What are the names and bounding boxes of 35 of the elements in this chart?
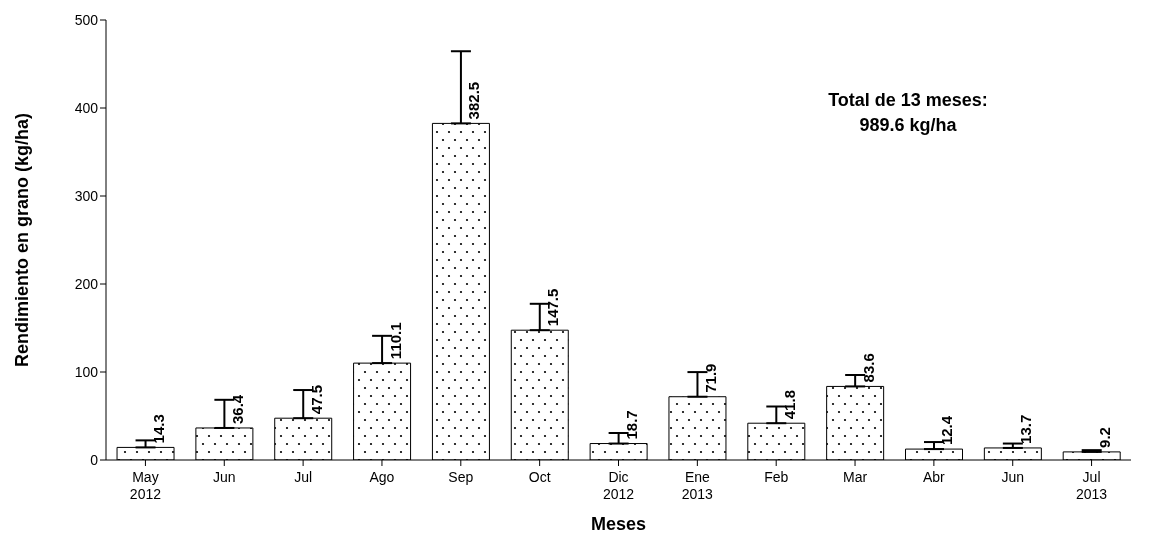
data-label: 110.1 [386, 322, 404, 360]
annotation: Total de 13 meses: 989.6 kg/ha [827, 89, 989, 137]
x-tick-label: Sep [448, 469, 474, 485]
x-tick-label: Jul [294, 469, 313, 485]
y-tick-label: 400 [74, 99, 99, 116]
x-tick-label: Dic 2012 [602, 469, 635, 502]
data-label: 83.6 [859, 353, 877, 383]
x-tick-label: Mar [842, 469, 868, 485]
x-tick-label: Ago [369, 469, 395, 485]
data-label: 47.5 [307, 385, 325, 415]
data-label: 9.2 [1096, 427, 1114, 448]
data-label: 14.3 [150, 414, 168, 444]
y-axis-title: Rendimiento en grano (kg/ha) [12, 112, 33, 368]
data-label: 36.4 [228, 394, 246, 424]
data-label: 71.9 [701, 363, 719, 393]
x-tick-label: May 2012 [129, 469, 162, 502]
x-tick-label: Jun [212, 469, 236, 485]
data-label: 382.5 [465, 81, 483, 120]
x-tick-label: Oct [528, 469, 551, 485]
data-label: 13.7 [1017, 414, 1035, 444]
y-tick-label: 500 [74, 11, 99, 28]
y-tick-label: 300 [74, 187, 99, 204]
y-tick-label: 100 [74, 363, 99, 380]
x-tick-label: Abr [922, 469, 946, 485]
x-tick-label: Jul 2013 [1076, 469, 1108, 502]
y-tick-label: 200 [74, 275, 99, 292]
data-label: 41.8 [780, 390, 798, 420]
data-label: 12.4 [938, 415, 956, 446]
x-axis-title: Meses [590, 514, 647, 534]
data-label: 18.7 [623, 410, 641, 440]
x-tick-label: Ene 2013 [681, 469, 714, 502]
data-label: 147.5 [544, 288, 562, 327]
x-tick-label: Jun [1001, 469, 1025, 485]
x-tick-label: Feb [764, 469, 789, 485]
y-tick-label: 0 [90, 451, 99, 468]
